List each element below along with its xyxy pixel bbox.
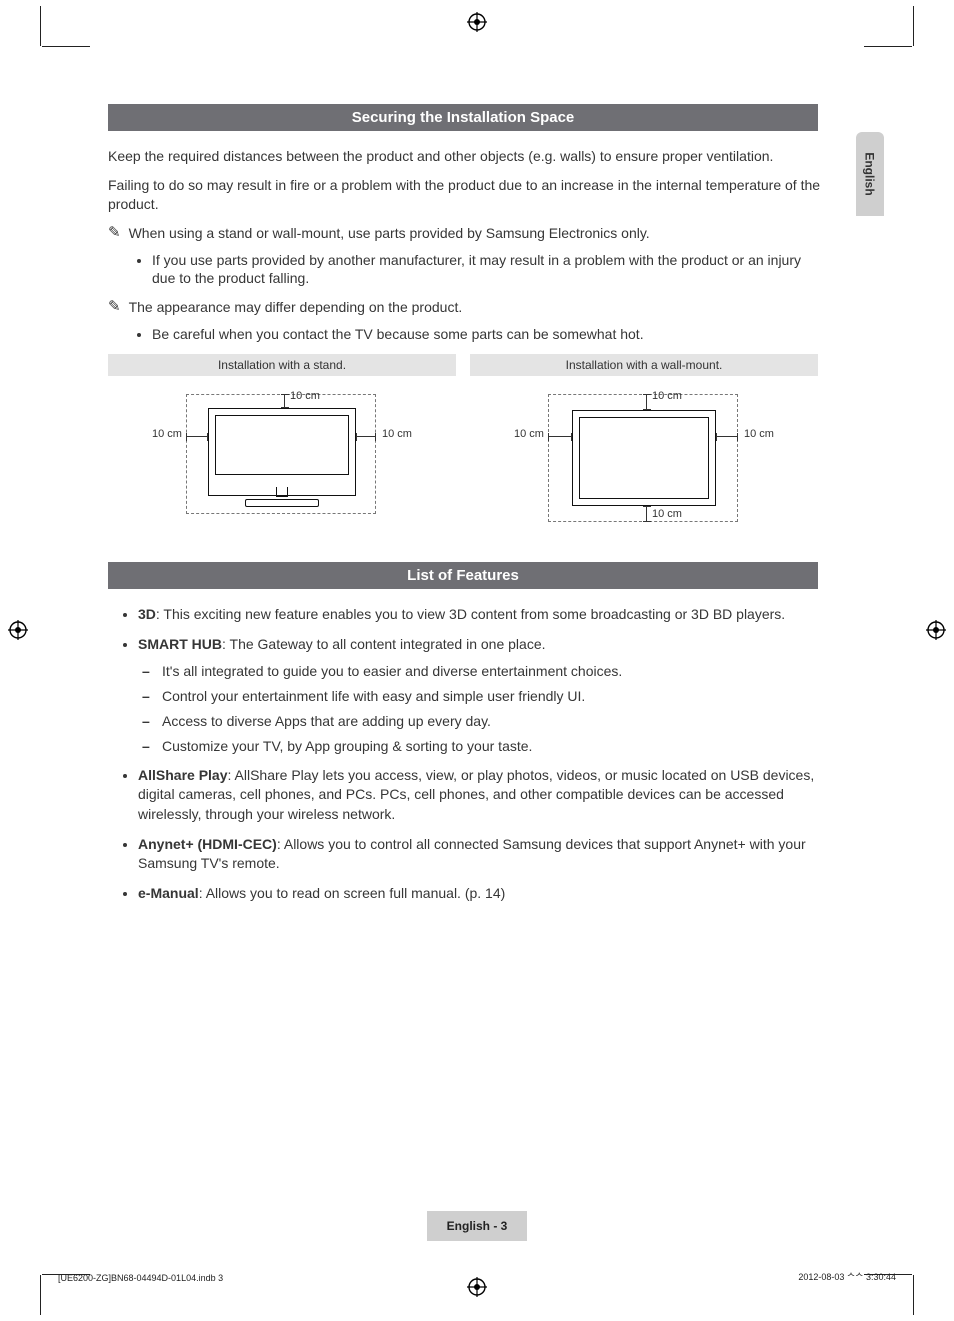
tv-icon [208,408,356,496]
tv-stand-base [245,499,319,507]
feature-desc: : AllShare Play lets you access, view, o… [138,767,814,822]
dim-bracket [646,506,647,522]
diagram-stand: Installation with a stand. 10 cm 10 cm 1… [108,354,456,536]
feature-subitem: Customize your TV, by App grouping & sor… [162,737,828,756]
tv-screen [579,417,709,499]
doc-footer-timestamp: 2012-08-03 ᄉᄉ 3:30:44 [798,1270,896,1283]
bullet-list: If you use parts provided by another man… [108,251,828,289]
crop-mark [913,6,914,46]
diagram-body: 10 cm 10 cm 10 cm [108,376,456,536]
dim-label: 10 cm [152,428,182,440]
bullet-list: Be careful when you contact the TV becau… [108,325,828,344]
diagram-header: Installation with a wall-mount. [470,354,818,376]
tv-stand-neck [276,487,288,497]
language-tab-label: English [863,152,877,195]
dim-label: 10 cm [382,428,412,440]
crop-mark [42,46,90,47]
feature-item: SMART HUB: The Gateway to all content in… [138,635,828,756]
paragraph: Failing to do so may result in fire or a… [108,176,828,214]
features-list: 3D: This exciting new feature enables yo… [108,605,828,903]
dim-bracket [186,436,208,437]
diagram-wall: Installation with a wall-mount. 10 cm 10… [470,354,818,536]
registration-mark-icon [8,620,28,640]
diagram-body: 10 cm 10 cm 10 cm 10 cm [470,376,818,536]
feature-name: SMART HUB [138,636,222,652]
note-line: ✎ The appearance may differ depending on… [108,298,828,317]
feature-name: e-Manual [138,885,199,901]
feature-item: Anynet+ (HDMI-CEC): Allows you to contro… [138,835,828,874]
registration-mark-icon [926,620,946,640]
section-header-securing: Securing the Installation Space [108,104,818,131]
bullet-item: If you use parts provided by another man… [152,251,828,289]
dim-bracket [646,394,647,410]
feature-desc: : This exciting new feature enables you … [156,606,785,622]
feature-name: Anynet+ (HDMI-CEC) [138,836,277,852]
doc-footer-filename: [UE6200-ZG]BN68-04494D-01L04.indb 3 [58,1273,223,1283]
registration-mark-icon [467,1277,487,1297]
dim-label: 10 cm [744,428,774,440]
crop-mark [864,46,912,47]
feature-item: 3D: This exciting new feature enables yo… [138,605,828,625]
feature-desc: : Allows you to read on screen full manu… [199,885,506,901]
installation-diagrams: Installation with a stand. 10 cm 10 cm 1… [108,354,818,536]
note-icon: ✎ [108,298,121,317]
feature-name: 3D [138,606,156,622]
note-text: When using a stand or wall-mount, use pa… [129,224,828,243]
page-content: English Securing the Installation Space … [108,104,844,913]
note-line: ✎ When using a stand or wall-mount, use … [108,224,828,243]
dim-label: 10 cm [514,428,544,440]
note-text: The appearance may differ depending on t… [129,298,828,317]
dim-label: 10 cm [652,390,682,402]
feature-sublist: It's all integrated to guide you to easi… [138,662,828,756]
crop-mark [40,6,41,46]
tv-icon [572,410,716,506]
dim-bracket [284,394,285,408]
dim-label: 10 cm [290,390,320,402]
dim-label: 10 cm [652,508,682,520]
page-number-box: English - 3 [427,1211,527,1241]
feature-name: AllShare Play [138,767,228,783]
bullet-item: Be careful when you contact the TV becau… [152,325,828,344]
diagram-header: Installation with a stand. [108,354,456,376]
crop-mark [913,1275,914,1315]
dim-bracket [548,436,572,437]
registration-mark-icon [467,12,487,32]
note-icon: ✎ [108,224,121,243]
section-header-features: List of Features [108,562,818,589]
page-number: English - 3 [447,1219,508,1233]
feature-subitem: It's all integrated to guide you to easi… [162,662,828,681]
dim-bracket [716,436,738,437]
feature-subitem: Access to diverse Apps that are adding u… [162,712,828,731]
crop-mark [40,1275,41,1315]
feature-item: e-Manual: Allows you to read on screen f… [138,884,828,904]
tv-screen [215,415,349,475]
feature-desc: : The Gateway to all content integrated … [222,636,546,652]
dim-bracket [356,436,376,437]
paragraph: Keep the required distances between the … [108,147,828,166]
feature-item: AllShare Play: AllShare Play lets you ac… [138,766,828,825]
feature-subitem: Control your entertainment life with eas… [162,687,828,706]
language-tab: English [856,132,884,216]
